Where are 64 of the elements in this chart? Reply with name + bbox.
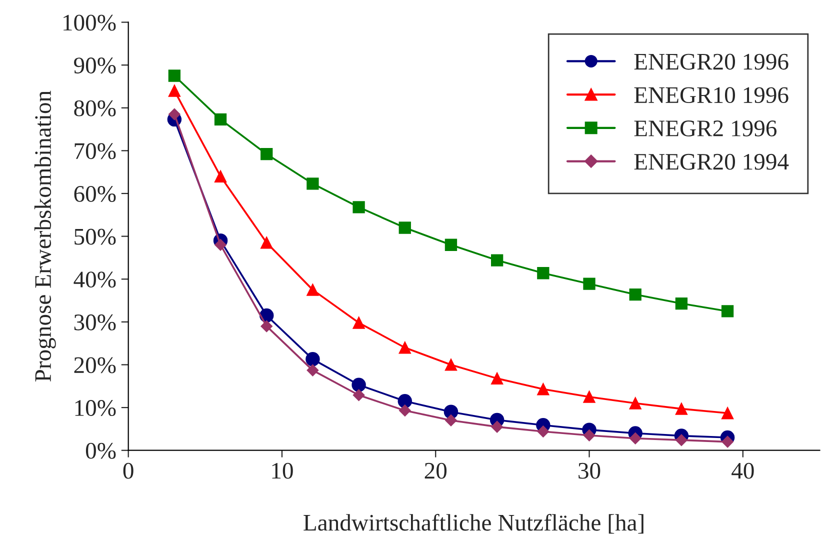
y-tick-label: 100% [64, 14, 116, 31]
point [537, 426, 550, 438]
y-tick-label: 30% [74, 314, 116, 330]
y-tick-label: 40% [74, 272, 116, 288]
point [214, 238, 226, 251]
point [398, 394, 412, 408]
point [168, 70, 181, 82]
y-tick-label: 80% [74, 100, 116, 116]
point [721, 407, 734, 420]
point [629, 397, 642, 410]
point [306, 364, 319, 376]
point [675, 402, 688, 415]
point [583, 278, 596, 290]
x-tick-label: 30 [578, 462, 600, 479]
point [214, 170, 227, 182]
point [445, 414, 457, 426]
point [306, 178, 319, 190]
point [168, 108, 180, 120]
point [491, 372, 504, 385]
point [583, 429, 596, 442]
y-tick-label: 20% [74, 357, 116, 374]
point [398, 342, 411, 354]
point [537, 383, 550, 396]
point [352, 201, 365, 214]
point [168, 84, 181, 97]
point [260, 236, 273, 249]
point [583, 390, 596, 403]
point [675, 297, 688, 310]
y-tick-label: 50% [74, 228, 116, 245]
point [629, 432, 642, 444]
x-tick-label: 40 [732, 462, 754, 479]
point [444, 238, 458, 251]
point [629, 288, 642, 301]
point [537, 267, 550, 280]
y-tick-label: 0% [86, 442, 116, 459]
point [491, 254, 504, 266]
point [352, 316, 365, 329]
y-tick-label: 10% [75, 400, 116, 416]
point [491, 420, 503, 433]
y-tick-label: 90% [74, 58, 116, 74]
point [260, 320, 273, 332]
point [722, 436, 734, 448]
point [214, 113, 227, 126]
legend-label: ENEGR20 1996 [634, 54, 788, 70]
y-tick-label: 70% [74, 143, 116, 160]
point [676, 434, 688, 446]
point [352, 389, 365, 402]
legend-label: ENEGR2 1996 [634, 120, 777, 136]
y-axis-title: Prognose Erwerbskombination [34, 90, 56, 382]
x-tick-label: 10 [272, 462, 293, 479]
point [306, 352, 320, 366]
point [398, 222, 411, 234]
legend-label: ENEGR10 1996 [634, 87, 788, 104]
point [721, 305, 734, 318]
point [306, 284, 319, 296]
point [398, 404, 411, 416]
point [352, 378, 366, 392]
x-axis-title: Landwirtschaftliche Nutzfläche [ha] [304, 514, 644, 534]
point [444, 358, 458, 371]
x-tick-label: 0 [123, 462, 134, 479]
legend-label: ENEGR20 1994 [634, 154, 789, 170]
y-tick-label: 60% [74, 186, 116, 202]
point [260, 148, 273, 160]
x-tick-label: 20 [424, 462, 447, 479]
